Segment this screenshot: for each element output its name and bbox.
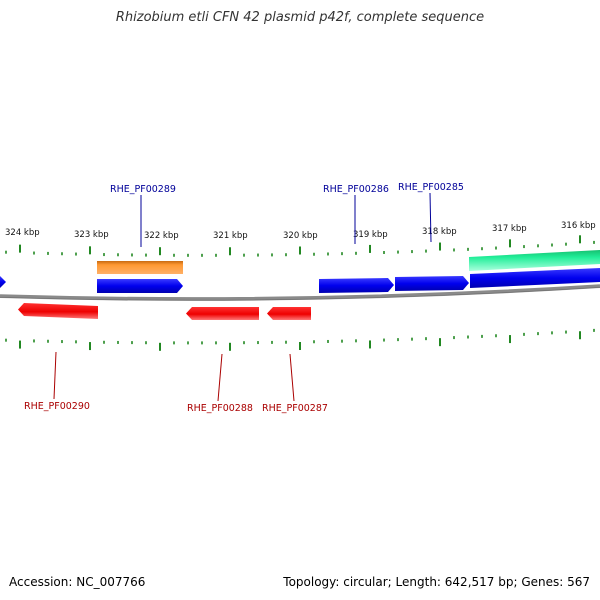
gene-label-rhe-pf00290[interactable]: RHE_PF00290 [24,401,90,412]
forward-gene-arrow[interactable] [319,278,394,293]
tick-label-316: 316 kbp [561,221,596,231]
gene-label-rhe-pf00289[interactable]: RHE_PF00289 [110,184,176,195]
tick-label-319: 319 kbp [353,230,388,240]
forward-gene-arrow[interactable] [97,279,183,293]
topology-summary: Topology: circular; Length: 642,517 bp; … [283,575,590,589]
orange-feature[interactable] [97,261,183,274]
tick-label-321: 321 kbp [213,231,248,241]
gene-label-rhe-pf00286[interactable]: RHE_PF00286 [323,184,389,195]
tick-label-324: 324 kbp [5,228,40,238]
reverse-gene-arrow[interactable] [186,307,259,320]
scale-labels: 324 kbp 323 kbp 322 kbp 321 kbp 320 kbp … [5,221,596,241]
tick-label-317: 317 kbp [492,224,527,234]
forward-gene-arrow[interactable] [470,268,600,288]
gene-labels: RHE_PF00289 RHE_PF00286 RHE_PF00285 RHE_… [24,182,464,414]
plasmid-backbone [0,284,600,301]
accession-text: Accession: NC_007766 [9,575,146,589]
forward-gene-arrow[interactable] [395,276,469,291]
tick-label-322: 322 kbp [144,231,179,241]
gene-label-rhe-pf00285[interactable]: RHE_PF00285 [398,182,464,193]
gene-label-rhe-pf00288[interactable]: RHE_PF00288 [187,403,253,414]
reverse-genes [18,303,311,320]
reverse-gene-arrow[interactable] [18,303,98,319]
reverse-gene-arrow[interactable] [267,307,311,320]
forward-genes [0,268,600,293]
label-leader-lines [53,192,432,402]
green-feature[interactable] [469,250,600,271]
tick-label-320: 320 kbp [283,231,318,241]
outer-scale-ticks [5,235,595,257]
gene-label-rhe-pf00287[interactable]: RHE_PF00287 [262,403,328,414]
map-title: Rhizobium etli CFN 42 plasmid p42f, comp… [115,10,485,25]
inner-scale-ticks [5,328,595,351]
forward-gene-arrow[interactable] [0,276,6,288]
tick-label-323: 323 kbp [74,230,109,240]
tick-label-318: 318 kbp [422,227,457,237]
